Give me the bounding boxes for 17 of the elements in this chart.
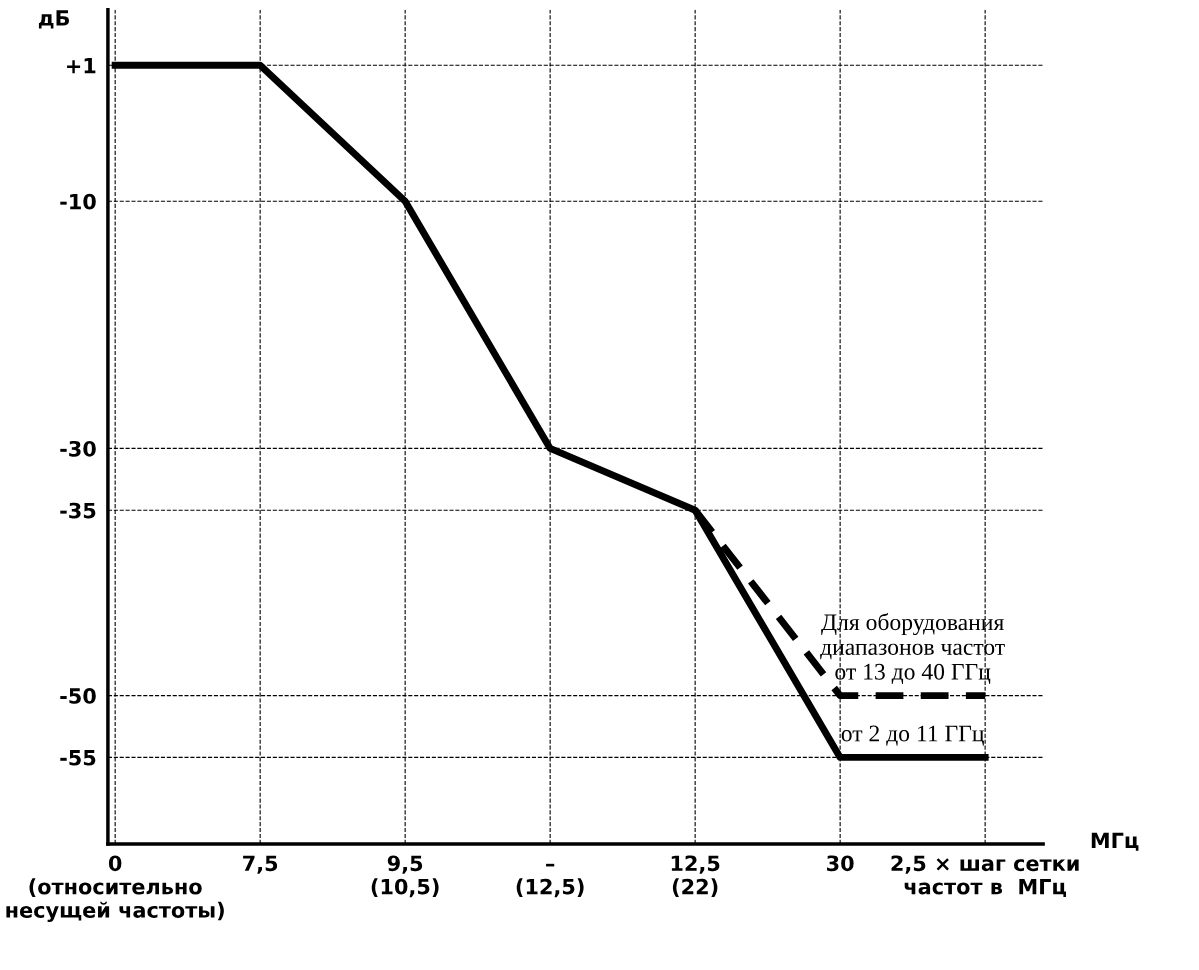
x-tick-label: 9,5 (10,5) bbox=[371, 855, 439, 898]
x-axis-title: МГц bbox=[1091, 832, 1139, 851]
y-tick-label: -10 bbox=[60, 193, 96, 210]
x-tick-label: 2,5 × шаг сетки частот в МГц bbox=[891, 855, 1079, 898]
series-label: Для оборудования диапазонов частот от 13 до 40 ГГц bbox=[820, 613, 1005, 685]
y-tick-label: -30 bbox=[60, 440, 96, 457]
x-tick-label: 12,5 (22) bbox=[671, 855, 720, 897]
y-axis-title: дБ bbox=[38, 10, 70, 29]
x-tick-label: 30 bbox=[827, 855, 854, 872]
x-tick-label: 0 (относительно несущей частоты) bbox=[6, 855, 224, 923]
y-tick-label: +1 bbox=[67, 58, 96, 74]
y-tick-label: -35 bbox=[60, 502, 96, 519]
x-tick-label: – (12,5) bbox=[516, 863, 584, 898]
x-tick-label: 7,5 bbox=[243, 855, 278, 874]
series-label: от 2 до 11 ГГц bbox=[841, 725, 984, 746]
y-tick-label: -55 bbox=[60, 750, 96, 766]
y-tick-label: -50 bbox=[60, 688, 96, 704]
